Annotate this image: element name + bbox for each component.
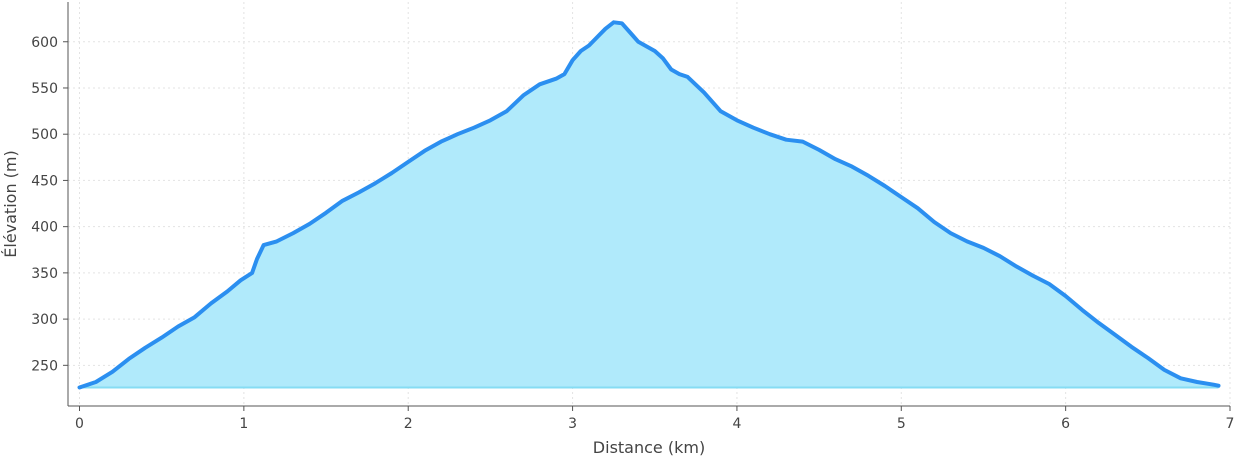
y-tick-label: 550 <box>31 81 58 97</box>
x-tick-label: 5 <box>897 416 906 432</box>
y-axis-title: Élévation (m) <box>1 150 20 257</box>
x-tick-label: 7 <box>1226 416 1235 432</box>
x-tick-label: 0 <box>75 416 84 432</box>
elevation-area <box>79 22 1219 388</box>
y-ticks: 250 300 350 400 450 500 550 600 <box>31 35 68 374</box>
y-tick-label: 450 <box>31 173 58 189</box>
x-tick-label: 4 <box>732 416 741 432</box>
y-tick-label: 600 <box>31 35 58 51</box>
y-tick-label: 500 <box>31 127 58 143</box>
elevation-line <box>77 20 1221 390</box>
x-axis-title: Distance (km) <box>593 438 705 457</box>
y-tick-label: 400 <box>31 220 58 236</box>
y-tick-label: 250 <box>31 358 58 374</box>
x-tick-label: 6 <box>1061 416 1070 432</box>
x-tick-label: 2 <box>404 416 413 432</box>
x-tick-label: 3 <box>568 416 577 432</box>
x-ticks: 0 1 2 3 4 5 6 7 <box>75 406 1234 432</box>
x-tick-label: 1 <box>239 416 248 432</box>
y-tick-label: 300 <box>31 312 58 328</box>
y-tick-label: 350 <box>31 266 58 282</box>
